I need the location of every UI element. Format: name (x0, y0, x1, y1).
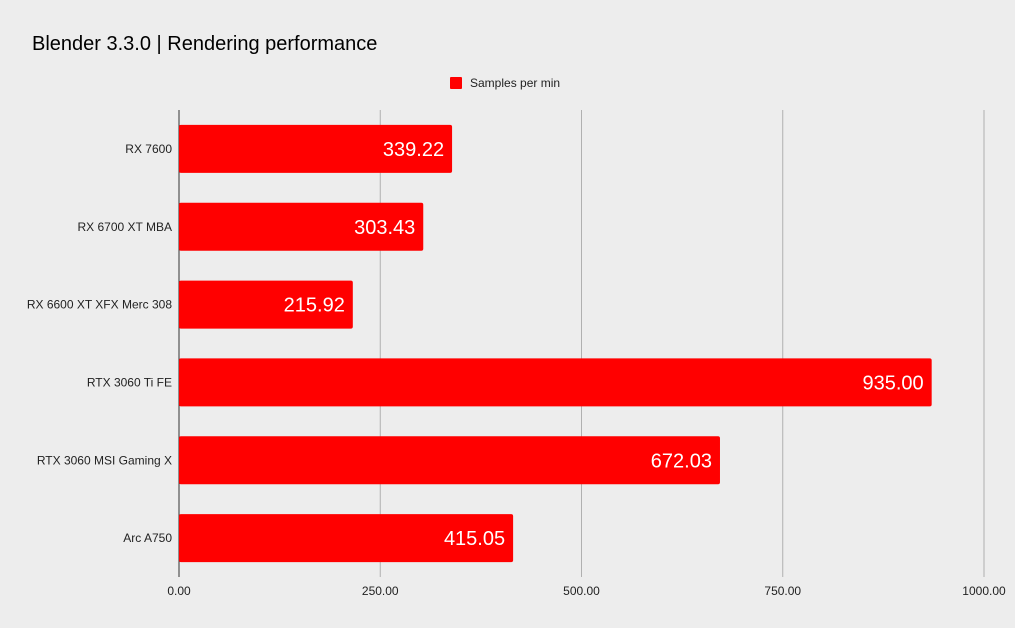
x-tick-label: 1000.00 (962, 584, 1006, 598)
category-label: RX 7600 (125, 142, 172, 156)
legend-label: Samples per min (470, 76, 560, 90)
bar (179, 280, 353, 329)
bar (179, 436, 720, 485)
chart-title: Blender 3.3.0 | Rendering performance (32, 33, 377, 55)
data-label: 672.03 (651, 450, 712, 472)
data-label: 339.22 (383, 139, 444, 161)
legend: Samples per min (450, 76, 560, 90)
labels-layer: RX 7600 339.22 RX 6700 XT MBA 303.43 RX 6600… (27, 139, 924, 550)
bars-layer (179, 124, 932, 563)
data-label: 303.43 (354, 217, 415, 239)
bar (179, 124, 453, 173)
bar (179, 358, 932, 407)
category-label: RX 6700 XT MBA (78, 220, 173, 234)
category-label: RX 6600 XT XFX Merc 308 (27, 298, 173, 312)
x-tick-label: 750.00 (764, 584, 801, 598)
data-label: 935.00 (863, 372, 924, 394)
bar (179, 514, 514, 563)
legend-swatch (450, 77, 462, 89)
category-label: RTX 3060 MSI Gaming X (37, 453, 172, 467)
ticks-layer: 0.00 250.00 500.00 750.00 1000.00 (167, 584, 1006, 598)
category-label: Arc A750 (123, 531, 172, 545)
grid-layer (178, 110, 985, 577)
data-label: 415.05 (444, 528, 505, 550)
category-label: RTX 3060 Ti FE (87, 375, 172, 389)
x-tick-label: 250.00 (362, 584, 399, 598)
bar (179, 202, 424, 251)
data-label: 215.92 (284, 295, 345, 317)
x-tick-label: 0.00 (167, 584, 191, 598)
x-tick-label: 500.00 (563, 584, 600, 598)
